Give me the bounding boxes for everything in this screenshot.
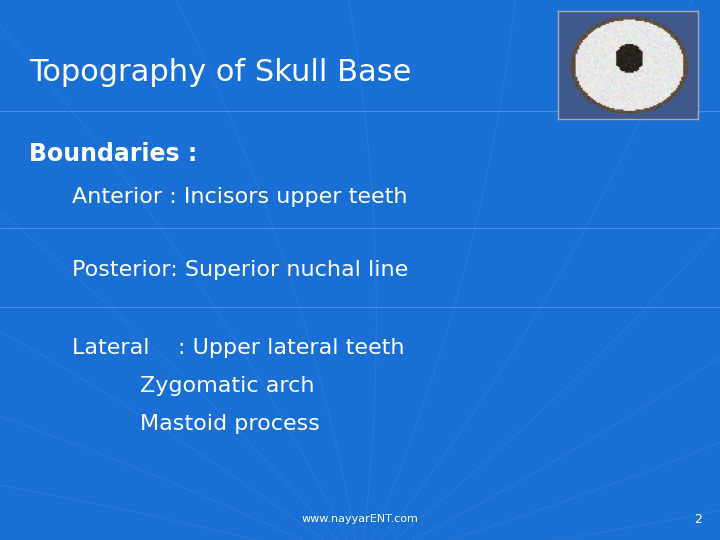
Text: Anterior : Incisors upper teeth: Anterior : Incisors upper teeth bbox=[72, 187, 408, 207]
Text: www.nayyarENT.com: www.nayyarENT.com bbox=[302, 515, 418, 524]
Text: Mastoid process: Mastoid process bbox=[140, 414, 320, 434]
Text: Lateral    : Upper lateral teeth: Lateral : Upper lateral teeth bbox=[72, 338, 405, 359]
Text: Zygomatic arch: Zygomatic arch bbox=[140, 376, 315, 396]
Text: 2: 2 bbox=[694, 513, 702, 526]
Text: Topography of Skull Base: Topography of Skull Base bbox=[29, 58, 411, 87]
Text: Boundaries :: Boundaries : bbox=[29, 142, 197, 166]
Text: Posterior: Superior nuchal line: Posterior: Superior nuchal line bbox=[72, 260, 408, 280]
